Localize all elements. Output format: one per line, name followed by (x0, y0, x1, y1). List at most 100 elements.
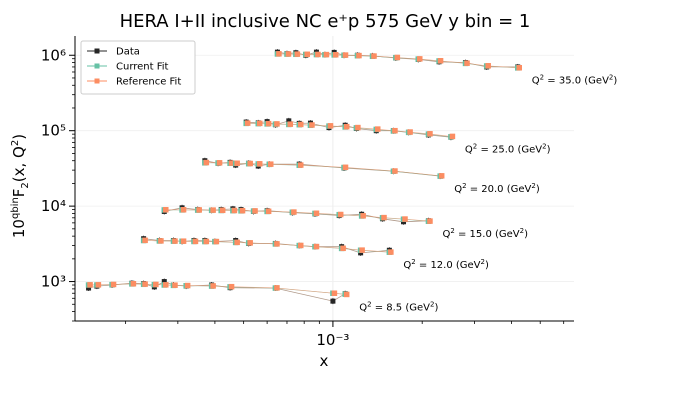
reference-fit-point (180, 238, 187, 244)
reference-fit-point (298, 162, 304, 168)
reference-fit-point (360, 213, 366, 219)
reference-fit-point (203, 159, 210, 166)
plot-area (85, 49, 523, 305)
reference-fit-point (256, 120, 263, 127)
data-line (88, 281, 346, 302)
reference-fit-point (464, 60, 470, 66)
reference-fit-point (392, 168, 398, 174)
reference-fit-point (247, 160, 253, 167)
reference-fit-point (228, 283, 235, 290)
y-tick-label: 10³ (41, 273, 66, 291)
reference-fit-point (153, 281, 159, 288)
reference-fit-point (323, 51, 330, 58)
reference-fit-point (268, 161, 274, 167)
x-ticks: 10⁻³ (125, 321, 565, 349)
reference-fit-point (516, 64, 523, 71)
reference-fit-point (163, 282, 169, 288)
data-point (86, 285, 92, 291)
y-tick-label: 10⁵ (41, 122, 66, 140)
reference-fit-point (375, 126, 381, 132)
reference-fit-point (438, 173, 445, 179)
q2-annotation: Q2 = 20.0 (GeV2) (454, 182, 540, 195)
reference-fit-point (265, 208, 272, 215)
x-tick-label: 10⁻³ (316, 331, 349, 349)
reference-fit-point (388, 249, 394, 255)
reference-fit-point (234, 239, 240, 246)
legend-marker (94, 63, 100, 69)
reference-fit-point (265, 120, 272, 127)
reference-fit-point (274, 285, 280, 291)
reference-fit-line (277, 53, 518, 68)
reference-fit-point (304, 51, 311, 58)
reference-fit-point (287, 121, 294, 127)
q2-annotation: Q2 = 25.0 (GeV2) (465, 142, 551, 155)
q2-annotation: Q2 = 8.5 (GeV2) (359, 300, 438, 313)
q2-annotation: Q2 = 12.0 (GeV2) (403, 258, 489, 271)
reference-fit-point (315, 51, 321, 58)
reference-fit-point (219, 207, 226, 214)
reference-fit-point (298, 121, 304, 128)
reference-fit-point (184, 282, 191, 289)
q2-group (140, 235, 394, 256)
reference-fit-point (285, 51, 292, 57)
reference-fit-point (276, 51, 282, 57)
reference-fit-point (228, 160, 235, 166)
reference-fit-point (402, 216, 408, 222)
reference-fit-point (216, 160, 223, 166)
reference-fit-point (392, 127, 398, 134)
reference-fit-point (394, 54, 401, 61)
reference-fit-point (234, 160, 240, 167)
y-ticks: 10³ 10⁴ 10⁵ 10⁶ (41, 46, 75, 322)
reference-fit-point (437, 58, 444, 64)
reference-fit-point (172, 238, 178, 244)
legend-marker (94, 48, 100, 54)
reference-fit-point (343, 291, 350, 298)
legend: Data Current Fit Reference Fit (80, 40, 196, 95)
q2-group (274, 49, 523, 71)
reference-fit-point (158, 238, 164, 244)
reference-fit-point (163, 207, 169, 213)
reference-fit-point (203, 238, 210, 245)
reference-fit-point (87, 282, 93, 288)
reference-fit-point (381, 214, 387, 221)
legend-label: Reference Fit (116, 77, 181, 88)
data-point (286, 118, 292, 124)
q2-group (85, 278, 350, 305)
reference-fit-point (252, 208, 258, 214)
chart-title: HERA I+II inclusive NC e⁺p 575 GeV y bin… (120, 11, 531, 32)
axes (74, 36, 574, 322)
reference-fit-point (313, 210, 320, 217)
q2-annotation: Q2 = 35.0 (GeV2) (532, 74, 618, 87)
legend-label: Data (116, 47, 140, 58)
reference-fit-point (485, 63, 491, 69)
reference-fit-point (172, 282, 178, 288)
reference-fit-point (343, 123, 350, 130)
reference-fit-point (231, 207, 238, 214)
reference-fit-point (244, 120, 251, 126)
reference-fit-point (342, 164, 349, 171)
reference-fit-point (142, 281, 148, 287)
reference-fit-point (355, 124, 361, 131)
reference-fit-point (327, 123, 334, 129)
reference-fit-point (130, 281, 137, 287)
reference-fit-point (298, 242, 304, 249)
reference-fit-point (210, 283, 216, 289)
reference-fit-point (427, 131, 433, 137)
reference-fit-point (407, 129, 413, 135)
reference-fit-point (359, 247, 365, 253)
y-tick-label: 10⁴ (41, 197, 66, 215)
q2-group (243, 117, 456, 141)
q2-annotation: Q2 = 15.0 (GeV2) (442, 227, 528, 240)
reference-fit-point (210, 207, 216, 213)
annotations: Q2 = 8.5 (GeV2) Q2 = 12.0 (GeV2) Q2 = 15.0… (359, 74, 617, 314)
data-line (204, 160, 441, 177)
reference-fit-point (313, 243, 320, 250)
reference-fit-point (371, 53, 377, 59)
reference-fit-point (110, 281, 117, 288)
reference-fit-line (164, 209, 429, 222)
x-axis-label: x (320, 352, 329, 370)
reference-fit-point (274, 241, 280, 247)
data-point (161, 279, 167, 285)
reference-fit-point (294, 51, 301, 57)
